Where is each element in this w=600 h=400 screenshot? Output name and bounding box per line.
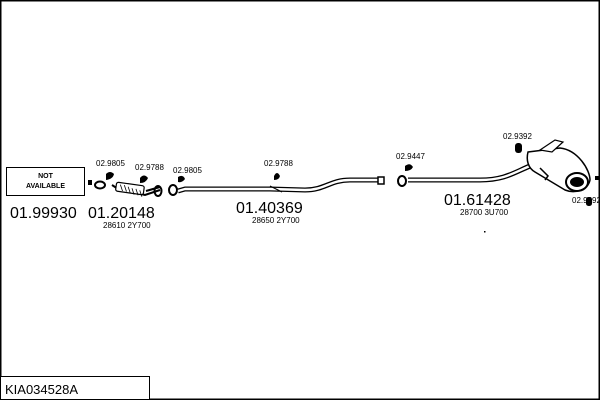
- rubber-mount-shape-1: [515, 143, 522, 153]
- oe-number-label: 28610 2Y700: [103, 221, 151, 230]
- clamp-shape-2: [140, 175, 148, 183]
- diagram-code: KIA034528A: [5, 382, 79, 397]
- oe-number-label: 28700 3U700: [460, 208, 509, 217]
- diagram-code-box: KIA034528A: [0, 376, 150, 400]
- hanger-shape-1: [274, 173, 280, 180]
- clamp-shape-4: [405, 164, 413, 171]
- silencer-shape: [526, 139, 591, 193]
- fitting-label: 02.9788: [264, 159, 293, 168]
- part-ref-label: 01.61428: [444, 192, 511, 209]
- clamp-shape-5: [595, 176, 600, 180]
- gasket-shape-3: [168, 184, 178, 196]
- gasket-shape-2: [153, 185, 163, 197]
- rubber-mount-shape-2: [586, 197, 592, 206]
- part-ref-label: 01.40369: [236, 200, 303, 217]
- fitting-label: 02.9788: [135, 163, 164, 172]
- fitting-label: 02.9805: [173, 166, 202, 175]
- gasket-shape-4: [397, 175, 407, 187]
- middle-pipe-shape: [177, 176, 385, 194]
- rear-pipe-shape: [408, 162, 541, 183]
- oe-number-label: 28650 2Y700: [252, 216, 300, 225]
- part-ref-label: 01.20148: [88, 205, 155, 222]
- fitting-label: 02.9805: [96, 159, 125, 168]
- clamp-shape-1: [106, 172, 114, 180]
- not-available-box: NOT AVAILABLE: [6, 167, 85, 196]
- clamp-shape-3: [178, 175, 185, 183]
- fitting-label: 02.9447: [396, 152, 425, 161]
- fitting-label: 02.9392: [572, 196, 600, 205]
- gasket-shape-1: [94, 180, 106, 190]
- dot-mark: [484, 231, 486, 233]
- fitting-label: 02.9392: [503, 132, 532, 141]
- part-ref-label: 01.99930: [10, 205, 77, 222]
- not-available-label: NOT AVAILABLE: [25, 172, 66, 190]
- front-pipe-shape: [111, 181, 161, 197]
- clamp-shape-0: [88, 180, 92, 185]
